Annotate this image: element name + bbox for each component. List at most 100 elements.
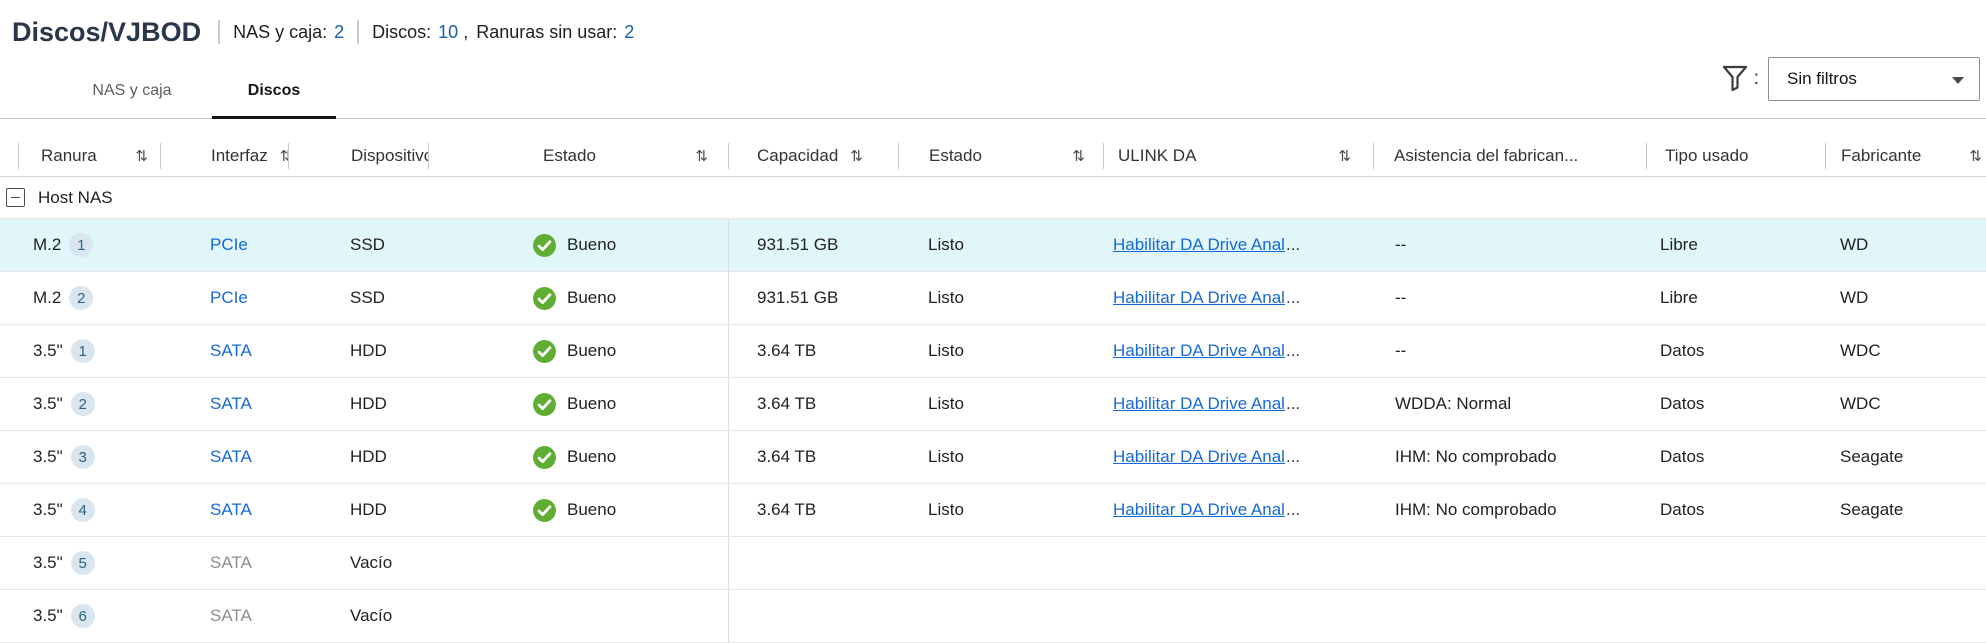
column-header-dispositivo[interactable]: Dispositivo ⇅	[288, 143, 428, 169]
device-type: SSD	[350, 235, 385, 254]
health-label: Bueno	[567, 394, 617, 413]
bay-number-badge: 6	[70, 604, 95, 628]
column-header-estado[interactable]: Estado ⇅	[428, 143, 728, 169]
sort-icon[interactable]: ⇅	[280, 147, 288, 165]
column-header-fabricante[interactable]: Fabricante ⇅	[1825, 143, 1986, 169]
status: Listo	[928, 394, 964, 413]
sort-icon[interactable]: ⇅	[1969, 147, 1982, 165]
truncation-dots: ...	[1285, 500, 1301, 519]
bay-number-badge: 5	[70, 551, 95, 575]
stat-disks-value: 10	[438, 21, 459, 42]
stat-free-slots-label: Ranuras sin usar:	[476, 21, 618, 42]
ulink-da-link[interactable]: Habilitar DA Drive Anal	[1113, 500, 1285, 519]
interface-link[interactable]: SATA	[210, 341, 252, 360]
interface-label: SATA	[210, 553, 252, 572]
column-header-ranura[interactable]: Ranura ⇅	[18, 143, 160, 169]
sort-icon[interactable]: ⇅	[850, 147, 863, 165]
column-header-tipo-usado[interactable]: Tipo usado	[1646, 143, 1825, 169]
interface-link[interactable]: SATA	[210, 394, 252, 413]
table-row[interactable]: 3.5" 6 SATA Vacío	[0, 590, 1986, 643]
vendor-assist: --	[1395, 341, 1407, 360]
truncation-dots: ...	[1285, 235, 1301, 254]
slot-type: 3.5"	[33, 500, 63, 519]
bay-number-badge: 1	[69, 233, 94, 257]
column-header-interfaz[interactable]: Interfaz ⇅	[160, 143, 288, 169]
table-row[interactable]: 3.5" 3 SATA HDD Bueno 3.64 TB Listo Habi…	[0, 431, 1986, 484]
bay-number-badge: 4	[70, 498, 95, 522]
manufacturer: Seagate	[1840, 500, 1904, 519]
slot-type: M.2	[33, 288, 62, 307]
status: Listo	[928, 500, 964, 519]
table-row[interactable]: M.2 2 PCIe SSD Bueno 931.51 GB Listo Hab…	[0, 272, 1986, 325]
manufacturer: WDC	[1840, 341, 1881, 360]
ulink-da-link[interactable]: Habilitar DA Drive Anal	[1113, 288, 1285, 307]
health-ok-icon	[532, 498, 557, 523]
health-label: Bueno	[567, 341, 617, 360]
table-row[interactable]: 3.5" 5 SATA Vacío	[0, 537, 1986, 590]
ulink-da-link[interactable]: Habilitar DA Drive Anal	[1113, 447, 1285, 466]
device-type: SSD	[350, 288, 385, 307]
filter-dropdown-value: Sin filtros	[1787, 69, 1857, 88]
usage-type: Datos	[1660, 447, 1705, 466]
divider	[357, 20, 360, 44]
page-title: Discos/VJBOD	[12, 16, 202, 47]
bay-number-badge: 3	[70, 445, 95, 469]
interface-link[interactable]: SATA	[210, 447, 252, 466]
health-ok-icon	[532, 233, 557, 258]
ranura-cell: 3.5" 2	[18, 378, 160, 430]
ranura-cell: 3.5" 3	[18, 431, 160, 483]
manufacturer: WD	[1840, 235, 1869, 254]
slot-type: M.2	[33, 235, 62, 254]
column-header-asistencia[interactable]: Asistencia del fabrican...	[1373, 143, 1646, 169]
divider	[218, 20, 221, 44]
filter-dropdown[interactable]: Sin filtros	[1768, 57, 1980, 101]
header-gutter	[0, 143, 18, 169]
health-ok-icon	[532, 445, 557, 470]
table-row[interactable]: 3.5" 1 SATA HDD Bueno 3.64 TB Listo Habi…	[0, 325, 1986, 378]
slot-type: 3.5"	[33, 447, 63, 466]
active-tab-underline	[212, 116, 336, 119]
column-header-ulink-da[interactable]: ULINK DA ⇅	[1103, 143, 1373, 169]
sort-icon[interactable]: ⇅	[1338, 147, 1351, 165]
manufacturer: Seagate	[1840, 447, 1904, 466]
interface-link[interactable]: PCIe	[210, 235, 248, 254]
table-row[interactable]: 3.5" 4 SATA HDD Bueno 3.64 TB Listo Habi…	[0, 484, 1986, 537]
ranura-cell: 3.5" 6	[18, 590, 160, 642]
slot-type: 3.5"	[33, 394, 63, 413]
health-label: Bueno	[567, 235, 617, 254]
health-label: Bueno	[567, 447, 617, 466]
sort-icon[interactable]: ⇅	[1072, 147, 1085, 165]
tab-discos[interactable]: Discos	[212, 64, 336, 119]
ulink-da-link[interactable]: Habilitar DA Drive Anal	[1113, 394, 1285, 413]
column-header-capacidad[interactable]: Capacidad ⇅	[728, 143, 898, 169]
filter-funnel-icon[interactable]	[1720, 63, 1750, 95]
manufacturer: WDC	[1840, 394, 1881, 413]
ulink-da-link[interactable]: Habilitar DA Drive Anal	[1113, 341, 1285, 360]
comma: ,	[463, 21, 469, 42]
manufacturer: WD	[1840, 288, 1869, 307]
table-row[interactable]: 3.5" 2 SATA HDD Bueno 3.64 TB Listo Habi…	[0, 378, 1986, 431]
header-stats: NAS y caja: 2 Discos: 10 , Ranuras sin u…	[205, 20, 634, 44]
sort-icon[interactable]: ⇅	[135, 147, 148, 165]
collapse-icon[interactable]	[6, 188, 25, 207]
health-label: Bueno	[567, 288, 617, 307]
ulink-da-link[interactable]: Habilitar DA Drive Anal	[1113, 235, 1285, 254]
usage-type: Datos	[1660, 341, 1705, 360]
stat-free-slots-value: 2	[624, 21, 635, 42]
capacity: 3.64 TB	[757, 341, 817, 360]
status: Listo	[928, 341, 964, 360]
interface-link[interactable]: SATA	[210, 500, 252, 519]
bay-number-badge: 2	[70, 392, 95, 416]
filter-colon: :	[1753, 68, 1759, 89]
sort-icon[interactable]: ⇅	[695, 147, 708, 165]
status: Listo	[928, 288, 964, 307]
column-header-estado-2[interactable]: Estado ⇅	[898, 143, 1103, 169]
interface-link[interactable]: PCIe	[210, 288, 248, 307]
table-row[interactable]: M.2 1 PCIe SSD Bueno 931.51 GB Listo Hab…	[0, 219, 1986, 272]
vendor-assist: WDDA: Normal	[1395, 394, 1512, 413]
ranura-cell: M.2 2	[18, 272, 160, 324]
group-label: Host NAS	[38, 187, 113, 207]
tab-nas-y-caja[interactable]: NAS y caja	[92, 82, 172, 99]
usage-type: Libre	[1660, 235, 1698, 254]
device-type: Vacío	[350, 606, 393, 625]
